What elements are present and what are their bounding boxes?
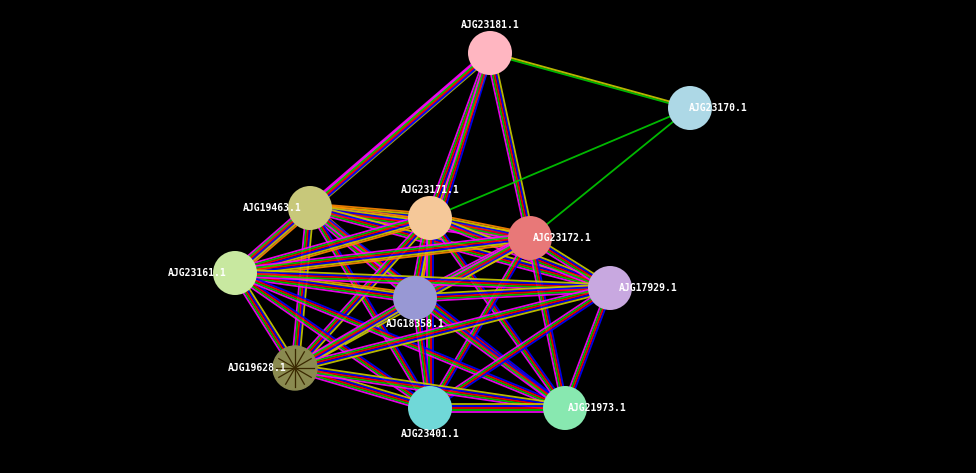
Circle shape xyxy=(668,86,712,130)
Text: AJG17929.1: AJG17929.1 xyxy=(619,283,677,293)
Text: AJG23172.1: AJG23172.1 xyxy=(533,233,591,243)
Text: AJG23161.1: AJG23161.1 xyxy=(168,268,226,278)
Text: AJG19463.1: AJG19463.1 xyxy=(243,203,302,213)
Text: AJG23181.1: AJG23181.1 xyxy=(461,20,519,30)
Circle shape xyxy=(543,386,587,430)
Circle shape xyxy=(393,276,437,320)
Text: AJG23171.1: AJG23171.1 xyxy=(400,185,460,195)
Circle shape xyxy=(273,346,317,390)
Circle shape xyxy=(468,31,512,75)
Circle shape xyxy=(408,386,452,430)
Circle shape xyxy=(508,216,552,260)
Circle shape xyxy=(288,186,332,230)
Circle shape xyxy=(588,266,632,310)
Text: AJG23170.1: AJG23170.1 xyxy=(689,103,748,113)
Circle shape xyxy=(213,251,257,295)
Text: AJG23401.1: AJG23401.1 xyxy=(400,429,460,439)
Text: AJG19628.1: AJG19628.1 xyxy=(227,363,286,373)
Text: AJG21973.1: AJG21973.1 xyxy=(568,403,627,413)
Text: AJG18358.1: AJG18358.1 xyxy=(386,319,444,329)
Circle shape xyxy=(408,196,452,240)
